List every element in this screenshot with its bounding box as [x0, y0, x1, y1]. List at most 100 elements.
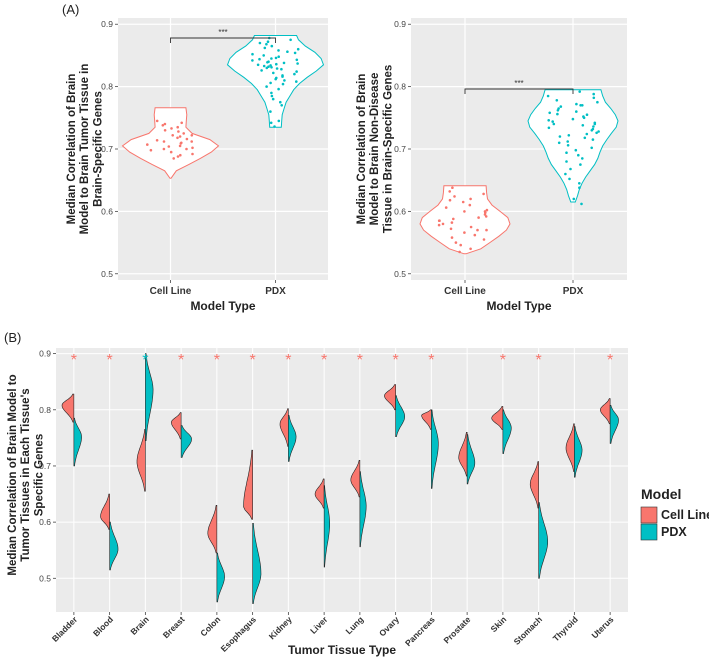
data-point-pdx: [557, 141, 561, 145]
data-point-cell-line: [179, 142, 183, 145]
split-violin-brain-cell-line: [136, 429, 146, 492]
data-point-pdx: [572, 197, 576, 201]
data-point-pdx: [265, 66, 269, 70]
split-violin-stomach-pdx: [538, 502, 548, 579]
data-point-pdx: [592, 92, 595, 96]
panel-label-b: (B): [4, 330, 21, 345]
data-point-cell-line: [482, 238, 486, 241]
data-point-cell-line: [484, 215, 488, 218]
data-point-pdx: [296, 62, 299, 65]
data-point-pdx: [581, 157, 584, 160]
significance-star-lung: *: [357, 352, 363, 369]
data-point-pdx: [581, 124, 585, 127]
split-violin-stomach-cell-line: [529, 461, 539, 509]
data-point-cell-line: [171, 134, 174, 137]
data-point-pdx: [578, 182, 581, 185]
data-point-cell-line: [448, 198, 452, 202]
data-point-pdx: [555, 99, 559, 102]
data-point-pdx: [272, 71, 275, 75]
data-point-pdx: [275, 67, 279, 70]
data-point-cell-line: [169, 150, 173, 154]
x-axis-title: Tumor Tissue Type: [288, 643, 396, 657]
significance-label: ***: [218, 28, 227, 37]
data-point-pdx: [579, 163, 582, 166]
significance-star-blood: *: [107, 352, 113, 369]
y-tick-label: 0.7: [394, 144, 406, 154]
data-point-pdx: [296, 47, 300, 51]
data-point-pdx: [258, 41, 262, 45]
data-point-pdx: [260, 69, 263, 72]
data-point-cell-line: [477, 216, 480, 219]
significance-star-breast: *: [178, 352, 184, 369]
data-point-pdx: [270, 91, 273, 95]
split-violin-ovary-cell-line: [384, 384, 396, 411]
x-tick-label-esophagus: Esophagus: [219, 614, 259, 654]
panel-label-a: (A): [62, 2, 79, 17]
data-point-cell-line: [182, 132, 185, 135]
data-point-pdx: [295, 58, 299, 62]
data-point-pdx: [566, 140, 569, 143]
data-point-cell-line: [176, 125, 179, 129]
data-point-cell-line: [444, 206, 448, 209]
data-point-pdx: [295, 70, 298, 73]
x-tick-label-kidney: Kidney: [267, 614, 294, 641]
data-point-pdx: [552, 122, 556, 126]
significance-bracket: [170, 37, 276, 43]
data-point-pdx: [263, 46, 267, 50]
data-point-pdx: [265, 85, 268, 88]
data-point-pdx: [281, 75, 284, 78]
data-point-cell-line: [458, 250, 461, 254]
split-violin-bladder-cell-line: [61, 393, 75, 423]
significance-star-esophagus: *: [250, 352, 256, 369]
x-tick-label-pancreas: Pancreas: [403, 614, 437, 648]
data-point-cell-line: [469, 197, 472, 201]
data-point-cell-line: [463, 210, 466, 213]
data-point-pdx: [279, 100, 282, 104]
split-violin-esophagus-pdx: [252, 523, 262, 604]
data-point-pdx: [262, 54, 266, 57]
data-point-cell-line: [155, 139, 159, 142]
split-violin-ovary-pdx: [395, 395, 406, 437]
x-tick-label-ovary: Ovary: [377, 614, 401, 638]
x-tick-label-pdx: PDX: [563, 286, 584, 297]
data-point-pdx: [566, 144, 570, 147]
data-point-cell-line: [452, 217, 455, 221]
chart-a1-brain-tumor: 0.5 0.6 0.7 0.8 0.9 Cell Line PDX *** Model Type…: [66, 18, 328, 313]
data-point-cell-line: [163, 122, 167, 126]
data-point-cell-line: [450, 236, 454, 239]
data-point-cell-line: [185, 137, 189, 141]
data-point-pdx: [286, 50, 289, 53]
split-violin-colon-cell-line: [207, 505, 218, 554]
split-violin-blood-cell-line: [100, 493, 110, 530]
violin-cell-line: [121, 107, 220, 179]
data-point-cell-line: [476, 228, 479, 232]
data-point-cell-line: [469, 225, 473, 229]
data-point-cell-line: [191, 152, 194, 156]
data-point-cell-line: [170, 127, 173, 130]
data-point-cell-line: [162, 140, 166, 143]
data-point-pdx: [565, 160, 568, 163]
data-point-pdx: [277, 55, 281, 58]
data-point-pdx: [283, 79, 286, 82]
data-point-cell-line: [190, 140, 193, 143]
data-point-pdx: [273, 125, 276, 128]
x-tick-label-colon: Colon: [198, 614, 222, 638]
split-violin-prostate-pdx: [466, 434, 476, 485]
split-violin-liver-cell-line: [314, 478, 325, 509]
data-point-pdx: [258, 57, 261, 61]
data-point-cell-line: [190, 134, 194, 137]
data-point-cell-line: [178, 135, 182, 138]
split-violin-uterus-cell-line: [599, 398, 611, 425]
data-point-pdx: [578, 90, 581, 93]
data-point-cell-line: [146, 143, 149, 146]
split-violin-lung-cell-line: [350, 460, 361, 498]
y-tick-label: 0.9: [101, 19, 113, 29]
data-point-cell-line: [179, 153, 182, 157]
data-point-cell-line: [461, 200, 465, 204]
data-point-cell-line: [459, 243, 463, 247]
data-point-cell-line: [454, 241, 458, 244]
data-point-pdx: [585, 113, 589, 116]
y-tick-label: 0.8: [101, 82, 113, 92]
legend-swatch-cell-line: [640, 506, 658, 524]
y-tick-label: 0.5: [101, 269, 113, 279]
